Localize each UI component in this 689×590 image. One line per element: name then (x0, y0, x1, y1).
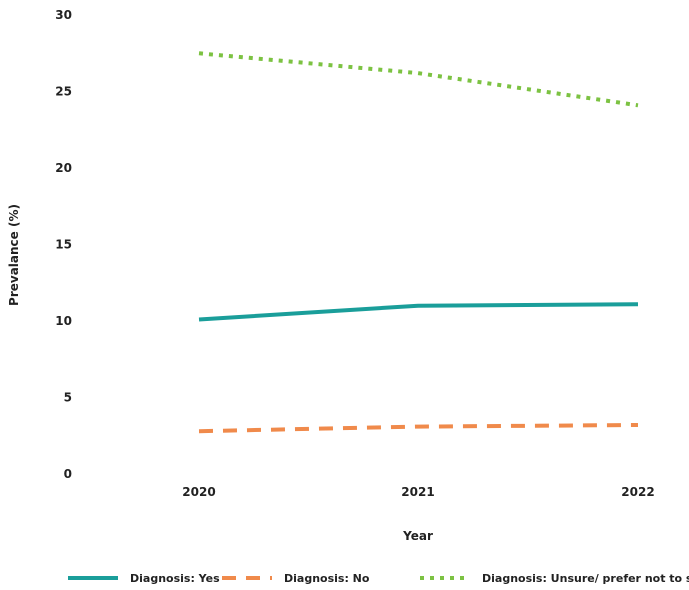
series-line-0 (198, 302, 639, 322)
y-axis-title: Prevalance (%) (7, 204, 21, 306)
y-tick-label: 30 (55, 8, 72, 22)
y-tick-label: 5 (64, 391, 72, 405)
legend-label-2: Diagnosis: Unsure/ prefer not to say (482, 572, 689, 585)
y-tick-label: 0 (64, 467, 72, 481)
y-tick-label: 15 (55, 238, 72, 252)
series-line-1 (198, 423, 639, 434)
y-tick-label: 20 (55, 161, 72, 175)
y-axis-ticks: 0 5 10 15 20 25 30 (55, 8, 72, 481)
x-axis-ticks: 2020 2021 2022 (182, 485, 654, 499)
y-tick-label: 25 (55, 85, 72, 99)
x-tick-label: 2022 (621, 485, 654, 499)
legend: Diagnosis: Yes Diagnosis: No Diagnosis: Un… (68, 572, 689, 585)
x-tick-label: 2021 (401, 485, 434, 499)
legend-label-0: Diagnosis: Yes (130, 572, 220, 585)
legend-label-1: Diagnosis: No (284, 572, 370, 585)
x-tick-label: 2020 (182, 485, 215, 499)
y-tick-label: 10 (55, 314, 72, 328)
series-line-2 (198, 51, 639, 108)
series-lines (198, 51, 639, 434)
x-axis-title: Year (402, 529, 433, 543)
